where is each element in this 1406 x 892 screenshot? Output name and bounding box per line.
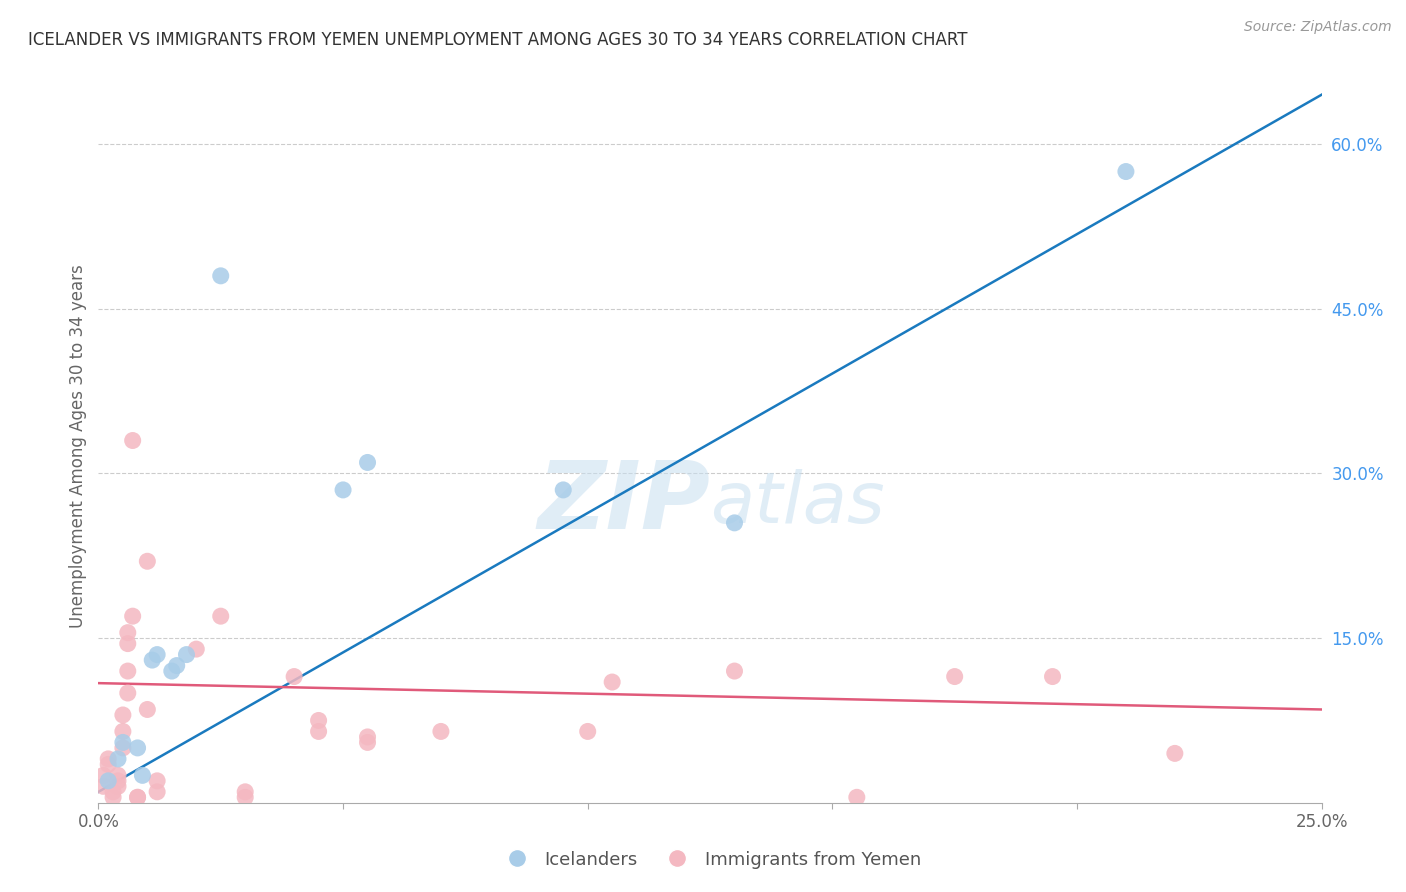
Point bbox=[308, 724, 330, 739]
Point bbox=[160, 664, 183, 678]
Point bbox=[127, 790, 149, 805]
Point bbox=[136, 554, 159, 568]
Point bbox=[600, 675, 623, 690]
Point bbox=[176, 648, 198, 662]
Point bbox=[117, 664, 139, 678]
Point bbox=[141, 653, 163, 667]
Point bbox=[283, 669, 305, 683]
Point bbox=[576, 724, 599, 739]
Point bbox=[111, 735, 134, 749]
Point bbox=[1042, 669, 1064, 683]
Point bbox=[131, 768, 153, 782]
Point bbox=[332, 483, 354, 497]
Point bbox=[97, 752, 120, 766]
Point bbox=[356, 730, 378, 744]
Point bbox=[117, 625, 139, 640]
Point bbox=[107, 780, 129, 794]
Point bbox=[166, 658, 188, 673]
Point bbox=[553, 483, 575, 497]
Point bbox=[845, 790, 868, 805]
Point bbox=[146, 773, 169, 788]
Text: ZIP: ZIP bbox=[537, 457, 710, 549]
Point bbox=[186, 642, 208, 657]
Text: atlas: atlas bbox=[710, 468, 884, 538]
Point bbox=[117, 686, 139, 700]
Point bbox=[107, 773, 129, 788]
Point bbox=[127, 740, 149, 755]
Point bbox=[233, 790, 256, 805]
Point bbox=[1115, 164, 1137, 178]
Point bbox=[308, 714, 330, 728]
Point bbox=[97, 773, 120, 788]
Point bbox=[91, 768, 114, 782]
Point bbox=[723, 516, 745, 530]
Point bbox=[111, 740, 134, 755]
Point bbox=[117, 637, 139, 651]
Point bbox=[1164, 747, 1187, 761]
Point bbox=[723, 664, 745, 678]
Point bbox=[209, 268, 232, 283]
Y-axis label: Unemployment Among Ages 30 to 34 years: Unemployment Among Ages 30 to 34 years bbox=[69, 264, 87, 628]
Point bbox=[107, 752, 129, 766]
Point bbox=[97, 757, 120, 772]
Point bbox=[943, 669, 966, 683]
Point bbox=[356, 735, 378, 749]
Point bbox=[111, 708, 134, 723]
Point bbox=[136, 702, 159, 716]
Point bbox=[101, 785, 124, 799]
Point bbox=[233, 785, 256, 799]
Point bbox=[121, 609, 143, 624]
Point bbox=[146, 785, 169, 799]
Point bbox=[356, 455, 378, 469]
Legend: Icelanders, Immigrants from Yemen: Icelanders, Immigrants from Yemen bbox=[492, 844, 928, 876]
Point bbox=[101, 790, 124, 805]
Point bbox=[430, 724, 453, 739]
Point bbox=[209, 609, 232, 624]
Point bbox=[121, 434, 143, 448]
Text: Source: ZipAtlas.com: Source: ZipAtlas.com bbox=[1244, 20, 1392, 34]
Point bbox=[107, 768, 129, 782]
Point bbox=[91, 780, 114, 794]
Point bbox=[146, 648, 169, 662]
Point bbox=[127, 790, 149, 805]
Point bbox=[111, 724, 134, 739]
Text: ICELANDER VS IMMIGRANTS FROM YEMEN UNEMPLOYMENT AMONG AGES 30 TO 34 YEARS CORREL: ICELANDER VS IMMIGRANTS FROM YEMEN UNEMP… bbox=[28, 31, 967, 49]
